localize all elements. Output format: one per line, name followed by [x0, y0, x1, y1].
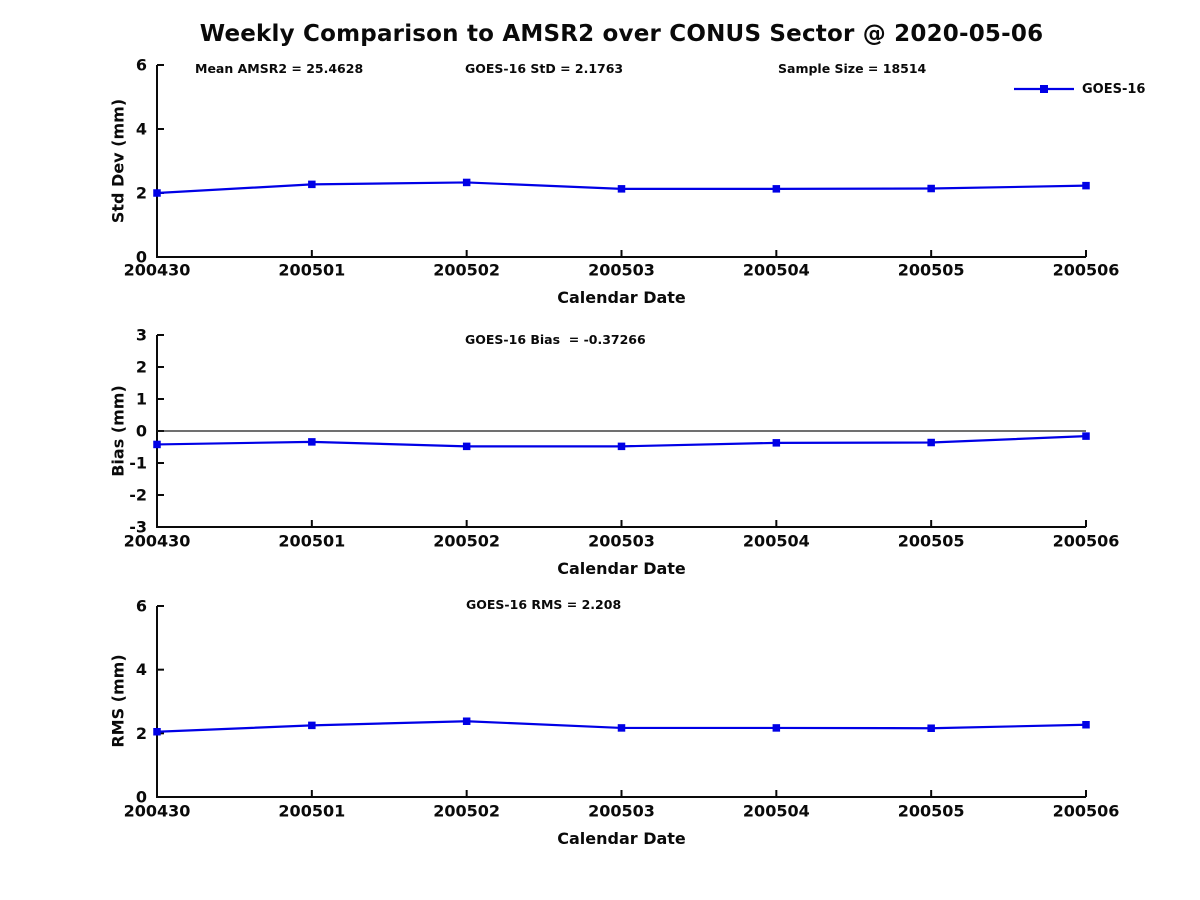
- data-point-marker: [308, 721, 316, 730]
- y-tick-label: 2: [136, 184, 147, 203]
- data-point-marker: [927, 724, 935, 732]
- y-tick-label: 2: [136, 358, 147, 377]
- data-point-marker: [462, 178, 471, 187]
- data-point-marker: [308, 438, 316, 446]
- annotation-mean-amsr2: Mean AMSR2 = 25.4628: [195, 61, 364, 76]
- x-tick-label: 200504: [743, 532, 810, 551]
- x-tick-label: 200503: [588, 532, 655, 551]
- legend-line-marker-icon: [1014, 85, 1074, 93]
- figure-title: Weekly Comparison to AMSR2 over CONUS Se…: [199, 21, 1044, 47]
- annotation-goes16-std: GOES-16 StD = 2.1763: [465, 61, 624, 76]
- x-axis-title-stddev: Calendar Date: [557, 288, 686, 307]
- x-axis-title-bias: Calendar Date: [557, 559, 686, 578]
- x-tick-label: 200504: [743, 802, 810, 821]
- x-tick-label: 200503: [588, 802, 655, 821]
- data-point-marker: [153, 440, 161, 449]
- y-tick-label: 0: [136, 422, 147, 441]
- x-tick-label: 200430: [124, 261, 191, 280]
- legend: GOES-16: [1013, 81, 1145, 97]
- y-tick-label: 3: [136, 326, 147, 345]
- data-point-marker: [1082, 432, 1090, 440]
- x-tick-label: 200501: [278, 532, 345, 551]
- x-tick-label: 200505: [898, 532, 965, 551]
- y-tick-label: 4: [136, 660, 147, 679]
- x-tick-label: 200506: [1053, 261, 1120, 280]
- x-tick-label: 200501: [278, 261, 345, 280]
- data-point-marker: [617, 185, 626, 193]
- data-point-marker: [617, 442, 626, 451]
- x-tick-label: 200502: [433, 261, 500, 280]
- data-point-marker: [1082, 720, 1090, 729]
- x-tick-label: 200502: [433, 532, 500, 551]
- data-point-marker: [927, 438, 935, 447]
- data-point-marker: [308, 180, 316, 189]
- x-tick-label: 200506: [1053, 802, 1120, 821]
- legend-label: GOES-16: [1082, 81, 1146, 97]
- data-point-marker: [772, 724, 781, 732]
- y-tick-label: 6: [136, 56, 147, 75]
- annotation-sample-size: Sample Size = 18514: [778, 61, 927, 76]
- x-axis-title-rms: Calendar Date: [557, 829, 686, 848]
- data-point-marker: [617, 724, 626, 732]
- annotation-goes16-rms: GOES-16 RMS = 2.208: [466, 597, 622, 612]
- y-tick-label: 1: [136, 390, 147, 409]
- x-tick-label: 200505: [898, 802, 965, 821]
- annotation-goes16-bias: GOES-16 Bias = -0.37266: [465, 332, 646, 347]
- x-tick-label: 200502: [433, 802, 500, 821]
- y-tick-label: 0: [136, 788, 147, 807]
- data-point-marker: [462, 442, 471, 451]
- x-tick-label: 200504: [743, 261, 810, 280]
- x-tick-label: 200506: [1053, 532, 1120, 551]
- x-tick-label: 200430: [124, 802, 191, 821]
- data-point-marker: [927, 184, 935, 193]
- x-tick-label: 200503: [588, 261, 655, 280]
- y-tick-label: 6: [136, 597, 147, 616]
- y-tick-label: 2: [136, 724, 147, 743]
- x-tick-label: 200501: [278, 802, 345, 821]
- data-point-marker: [153, 727, 161, 736]
- y-tick-label: 4: [136, 120, 147, 139]
- x-tick-label: 200505: [898, 261, 965, 280]
- y-tick-label: -3: [129, 518, 147, 537]
- data-point-marker: [772, 439, 781, 447]
- y-tick-label: -2: [129, 486, 147, 505]
- x-tick-label: 200430: [124, 532, 191, 551]
- data-point-marker: [772, 185, 781, 193]
- data-point-marker: [1082, 181, 1090, 190]
- y-tick-label: 0: [136, 248, 147, 267]
- y-tick-label: -1: [129, 454, 147, 473]
- data-point-marker: [153, 189, 161, 197]
- data-point-marker: [462, 717, 471, 725]
